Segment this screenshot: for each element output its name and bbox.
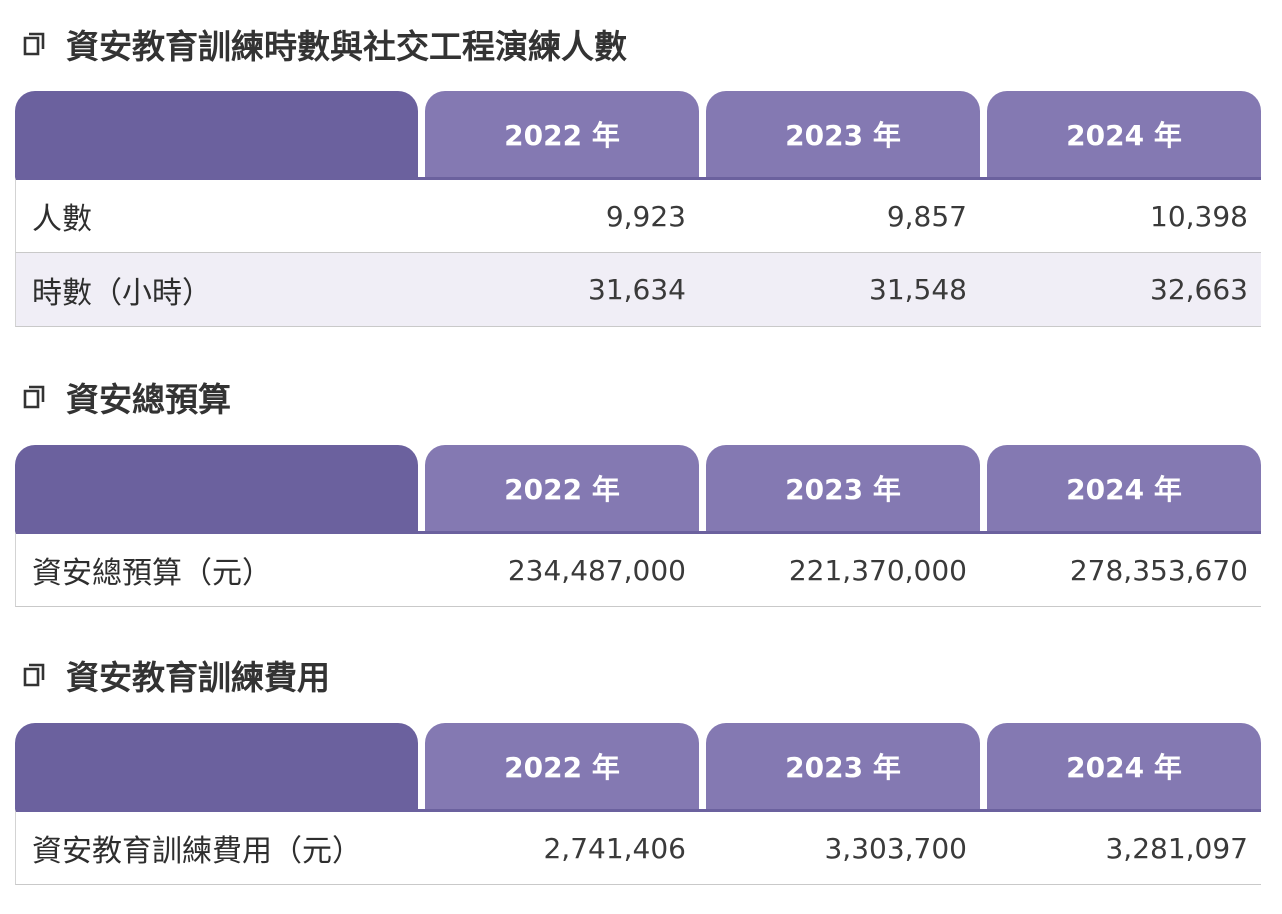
table-body: 人數 9,923 9,857 10,398 時數（小時） 31,634 31,5… xyxy=(15,177,1261,327)
document-copy-icon xyxy=(20,30,48,58)
header-year-2022: 2022 年 xyxy=(425,445,699,531)
cell-2024: 10,398 xyxy=(1150,199,1248,233)
table-row: 資安教育訓練費用（元） 2,741,406 3,303,700 3,281,09… xyxy=(15,809,1261,885)
cell-2023: 31,548 xyxy=(869,273,967,306)
table-body: 資安教育訓練費用（元） 2,741,406 3,303,700 3,281,09… xyxy=(15,809,1261,885)
header-year-2022: 2022 年 xyxy=(425,723,699,809)
table-header: 2022 年 2023 年 2024 年 xyxy=(15,723,1261,809)
document-copy-icon xyxy=(20,661,48,689)
section-title: 資安教育訓練時數與社交工程演練人數 xyxy=(20,24,627,66)
table-row: 人數 9,923 9,857 10,398 xyxy=(15,177,1261,253)
cell-2023: 9,857 xyxy=(886,199,967,233)
header-blank-cell xyxy=(15,723,418,809)
section-title-text: 資安總預算 xyxy=(66,380,231,419)
section-title: 資安教育訓練費用 xyxy=(20,655,330,697)
table-row: 資安總預算（元） 234,487,000 221,370,000 278,353… xyxy=(15,531,1261,607)
header-blank-cell xyxy=(15,445,418,531)
cell-2024: 32,663 xyxy=(1150,273,1248,306)
table-body: 資安總預算（元） 234,487,000 221,370,000 278,353… xyxy=(15,531,1261,607)
header-year-2023: 2023 年 xyxy=(706,445,980,531)
cell-2023: 221,370,000 xyxy=(788,553,967,587)
header-year-2024: 2024 年 xyxy=(987,91,1261,177)
cell-2024: 3,281,097 xyxy=(1105,831,1248,865)
row-label: 人數 xyxy=(32,202,92,237)
header-blank-cell xyxy=(15,91,418,177)
table-row: 時數（小時） 31,634 31,548 32,663 xyxy=(15,253,1261,327)
header-year-2022: 2022 年 xyxy=(425,91,699,177)
cell-2022: 9,923 xyxy=(605,199,686,233)
section-title: 資安總預算 xyxy=(20,377,231,419)
cell-2022: 234,487,000 xyxy=(507,553,686,587)
table-header: 2022 年 2023 年 2024 年 xyxy=(15,91,1261,177)
header-year-2023: 2023 年 xyxy=(706,723,980,809)
document-copy-icon xyxy=(20,383,48,411)
row-label: 時數（小時） xyxy=(32,275,212,311)
cell-2022: 31,634 xyxy=(588,273,686,306)
section-title-text: 資安教育訓練時數與社交工程演練人數 xyxy=(66,27,627,66)
table-header: 2022 年 2023 年 2024 年 xyxy=(15,445,1261,531)
header-year-2024: 2024 年 xyxy=(987,445,1261,531)
section-title-text: 資安教育訓練費用 xyxy=(66,658,330,697)
row-label: 資安總預算（元） xyxy=(32,556,272,591)
header-year-2024: 2024 年 xyxy=(987,723,1261,809)
header-year-2023: 2023 年 xyxy=(706,91,980,177)
row-label: 資安教育訓練費用（元） xyxy=(32,834,362,869)
cell-2023: 3,303,700 xyxy=(824,831,967,865)
cell-2022: 2,741,406 xyxy=(543,831,686,865)
cell-2024: 278,353,670 xyxy=(1069,553,1248,587)
